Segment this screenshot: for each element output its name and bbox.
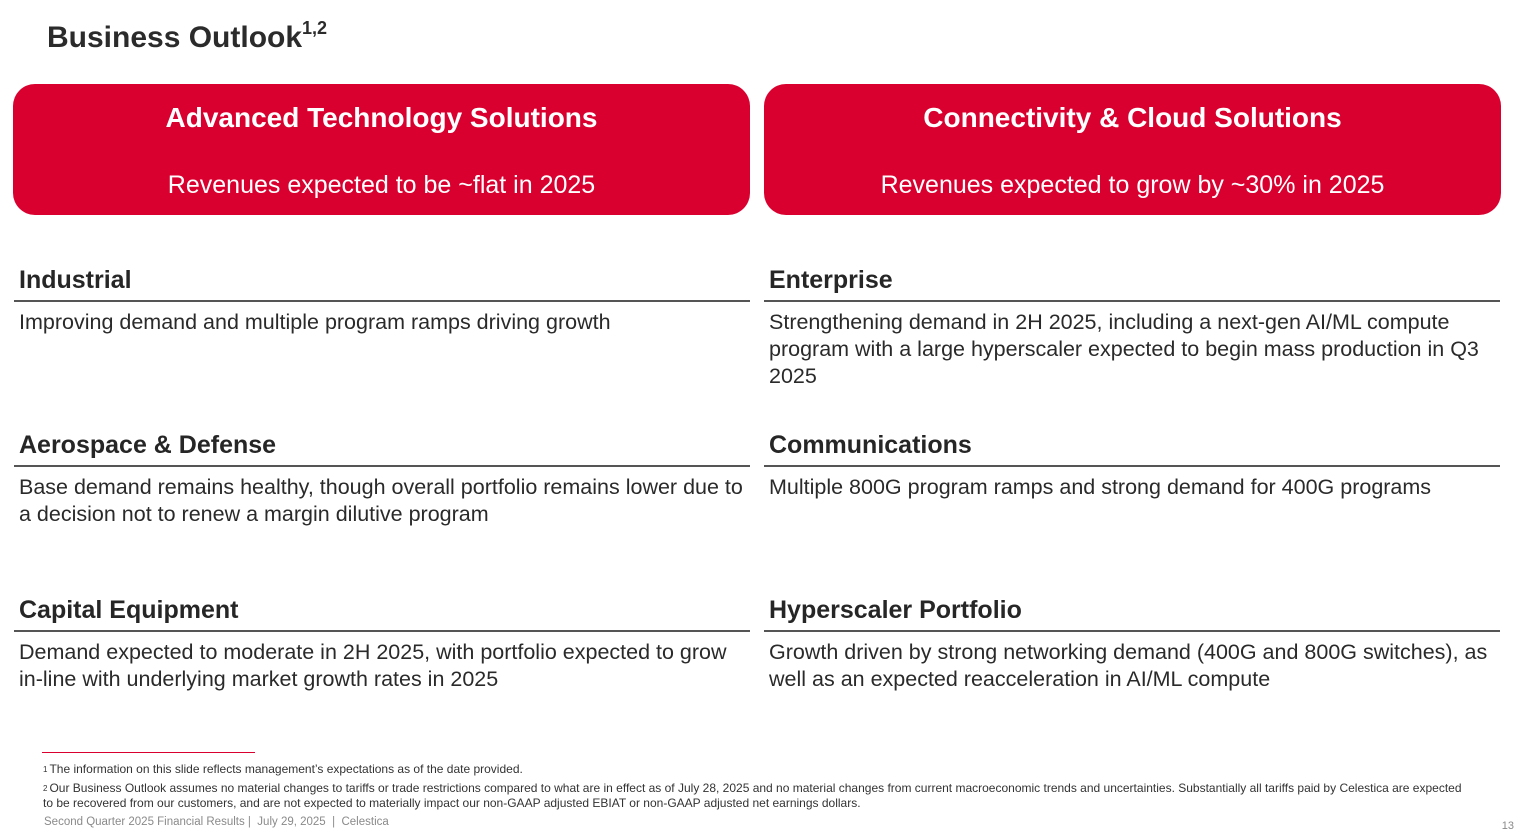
- page-title-superscript: 1,2: [302, 18, 328, 38]
- section-enterprise: Enterprise Strengthening demand in 2H 20…: [764, 263, 1500, 390]
- section-heading: Aerospace & Defense: [14, 428, 750, 467]
- footnote-1: 1 The information on this slide reflects …: [43, 762, 1463, 777]
- section-body: Base demand remains healthy, though over…: [19, 475, 743, 526]
- page-number: 13: [1501, 820, 1514, 832]
- section-body: Multiple 800G program ramps and strong d…: [769, 475, 1432, 499]
- section-heading: Capital Equipment: [14, 593, 750, 632]
- section-heading: Communications: [764, 428, 1500, 467]
- footnote-text: The information on this slide reflects m…: [49, 762, 523, 776]
- ats-banner-title: Advanced Technology Solutions: [165, 102, 598, 133]
- ats-banner: Advanced Technology Solutions Revenues e…: [13, 84, 750, 215]
- slide-footer: Second Quarter 2025 Financial Results | …: [44, 816, 389, 828]
- section-aerospace-defense: Aerospace & Defense Base demand remains …: [14, 428, 750, 528]
- footnote-divider: [42, 752, 255, 753]
- section-heading: Hyperscaler Portfolio: [764, 593, 1500, 632]
- section-communications: Communications Multiple 800G program ram…: [764, 428, 1500, 501]
- section-body: Strengthening demand in 2H 2025, includi…: [769, 310, 1479, 388]
- ccs-banner-subtitle: Revenues expected to grow by ~30% in 202…: [880, 171, 1385, 199]
- section-heading: Enterprise: [764, 263, 1500, 302]
- page-title-text: Business Outlook: [47, 21, 303, 54]
- footnote-text: Our Business Outlook assumes no material…: [43, 781, 1462, 810]
- footnote-2: 2 Our Business Outlook assumes no materia…: [43, 781, 1463, 811]
- section-hyperscaler-portfolio: Hyperscaler Portfolio Growth driven by s…: [764, 593, 1500, 693]
- page-title: Business Outlook1,2: [47, 18, 328, 55]
- ccs-banner: Connectivity & Cloud Solutions Revenues …: [764, 84, 1501, 215]
- section-body: Growth driven by strong networking deman…: [769, 640, 1488, 691]
- section-industrial: Industrial Improving demand and multiple…: [14, 263, 750, 336]
- footnote-marker: 2: [43, 784, 48, 793]
- section-body: Improving demand and multiple program ra…: [19, 310, 611, 334]
- footnote-marker: 1: [43, 765, 48, 774]
- section-body: Demand expected to moderate in 2H 2025, …: [19, 640, 727, 691]
- section-capital-equipment: Capital Equipment Demand expected to mod…: [14, 593, 750, 693]
- ats-banner-subtitle: Revenues expected to be ~flat in 2025: [167, 171, 596, 199]
- section-heading: Industrial: [14, 263, 750, 302]
- ccs-banner-title: Connectivity & Cloud Solutions: [923, 102, 1342, 133]
